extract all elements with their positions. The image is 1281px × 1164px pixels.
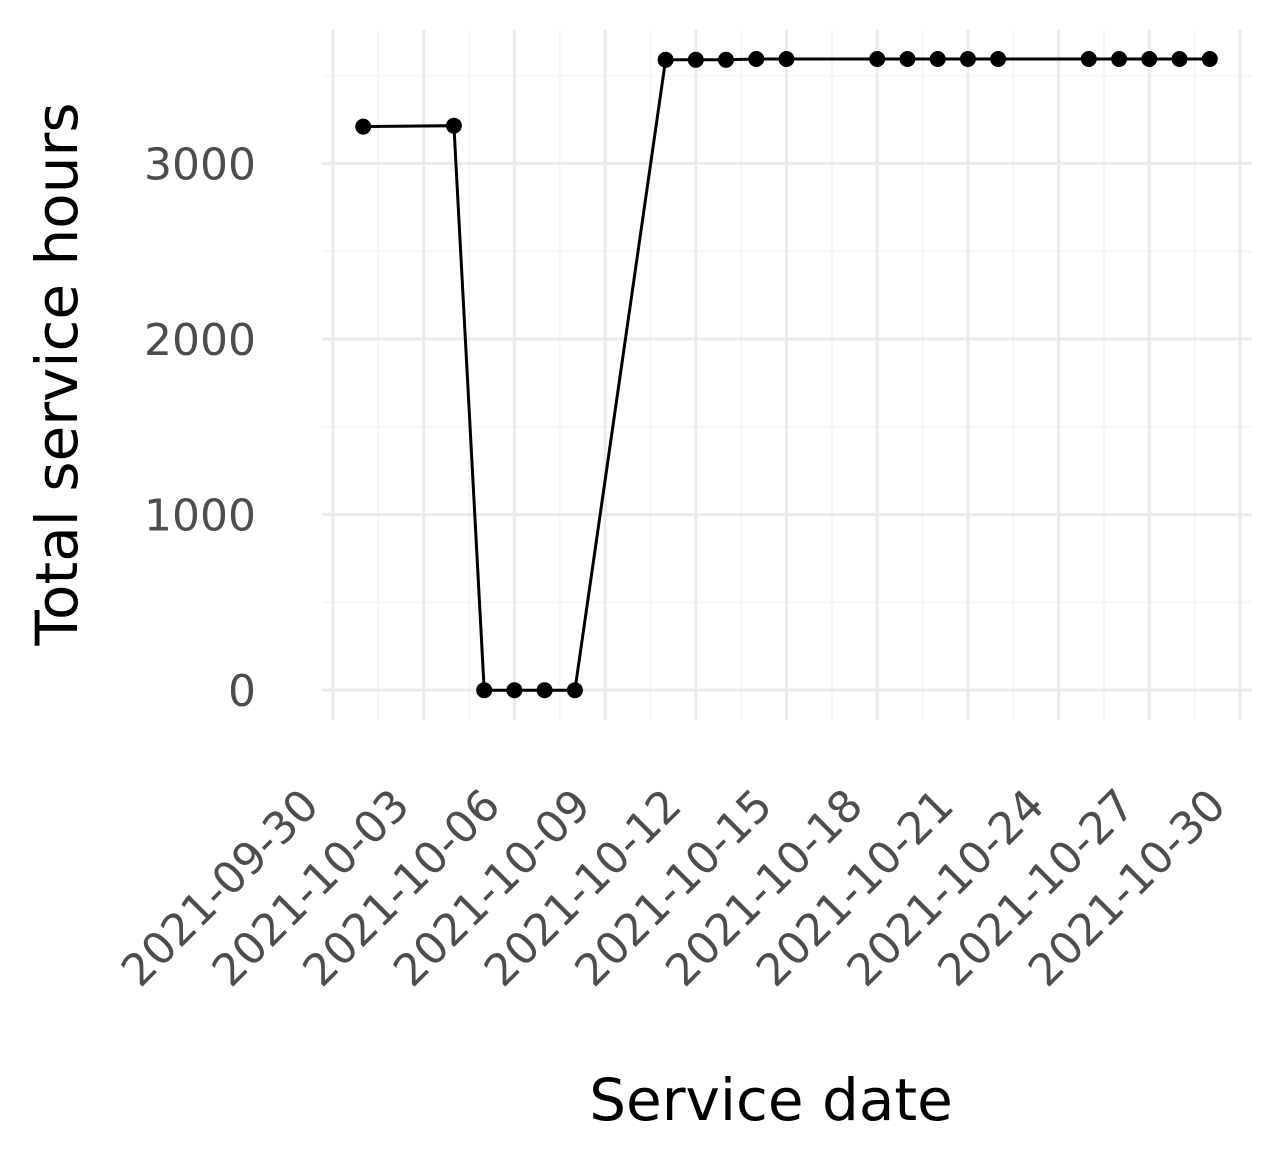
data-point: [536, 682, 553, 699]
data-point: [566, 682, 583, 699]
series-layer: [355, 51, 1218, 699]
data-point: [869, 51, 886, 67]
y-tick-label: 3000: [144, 139, 256, 190]
data-point: [657, 51, 674, 68]
data-point: [899, 51, 916, 67]
y-tick-label: 1000: [144, 491, 256, 542]
data-point: [506, 682, 523, 699]
y-tick-label: 2000: [144, 315, 256, 366]
x-tick-labels: 2021-09-302021-10-032021-10-062021-10-09…: [112, 780, 1236, 997]
y-tick-label: 0: [228, 666, 256, 717]
data-point: [959, 51, 976, 67]
minor-gridlines: [322, 30, 1252, 720]
data-point: [1201, 51, 1218, 67]
data-point: [778, 51, 795, 67]
data-point: [1141, 51, 1158, 67]
data-point: [476, 682, 493, 699]
data-point: [990, 51, 1007, 67]
data-point: [718, 51, 734, 68]
data-point: [748, 51, 765, 67]
data-point: [687, 51, 704, 68]
y-axis-title: Total service hours: [23, 102, 91, 646]
data-point: [1080, 51, 1097, 67]
data-point: [929, 51, 946, 67]
data-point: [1171, 51, 1188, 67]
major-gridlines: [322, 30, 1252, 720]
data-point: [445, 117, 462, 134]
data-point: [355, 118, 372, 135]
y-tick-labels: 0 1000 2000 3000: [144, 139, 256, 717]
x-axis-title: Service date: [589, 1066, 953, 1134]
data-point: [1111, 51, 1128, 67]
